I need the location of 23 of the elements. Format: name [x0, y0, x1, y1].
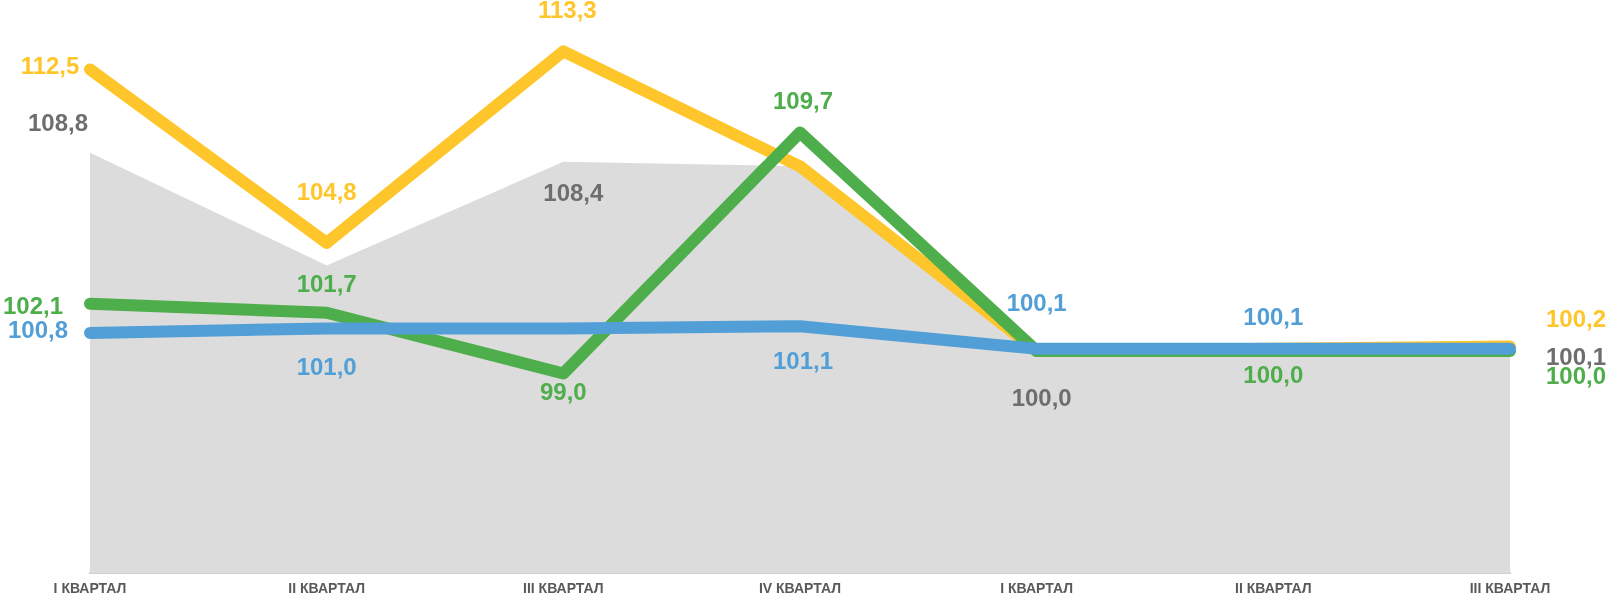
x-tick-label: II КВАРТАЛ: [288, 580, 365, 597]
data-label: 100,0: [1011, 383, 1072, 411]
data-label: 108,8: [27, 109, 89, 137]
x-tick-label: IV КВАРТАЛ: [758, 580, 842, 597]
data-label: 100,0: [1243, 360, 1304, 388]
x-tick-label: III КВАРТАЛ: [523, 580, 604, 597]
data-label: 109,7: [772, 87, 834, 115]
data-label: 100,1: [1243, 303, 1304, 331]
x-tick-label: I КВАРТАЛ: [1000, 580, 1074, 597]
data-label: 99,0: [539, 378, 587, 406]
data-label: 100,2: [1545, 305, 1607, 333]
data-label: 113,3: [537, 0, 597, 24]
data-label: 112,5: [20, 52, 80, 80]
x-tick-label: III КВАРТАЛ: [1469, 580, 1551, 597]
data-label: 100,1: [1006, 289, 1067, 317]
data-label: 102,1: [2, 292, 64, 320]
x-tick-label: I КВАРТАЛ: [53, 580, 127, 597]
data-label: 108,4: [543, 179, 605, 207]
data-label: 101,1: [772, 346, 834, 374]
data-label: 101,0: [296, 353, 357, 381]
data-label: 101,7: [296, 270, 357, 298]
x-tick-label: II КВАРТАЛ: [1235, 580, 1312, 597]
data-label: 104,8: [296, 177, 357, 205]
